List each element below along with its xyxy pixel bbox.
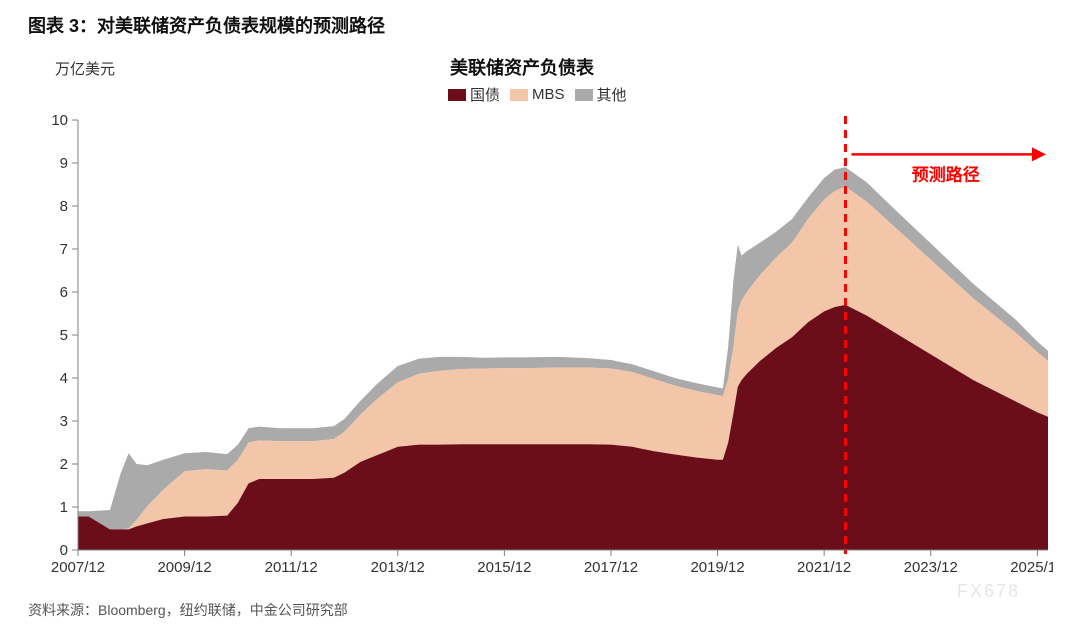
y-tick-label: 6 <box>60 284 68 301</box>
source-note: 资料来源：Bloomberg，纽约联储，中金公司研究部 <box>28 600 348 620</box>
legend-label-other: 其他 <box>597 84 627 105</box>
chart-svg: 0 1 2 3 4 5 6 7 8 9 10 2007/12 2009/12 2011/12 2013/12… <box>28 110 1053 582</box>
legend-label-mbs: MBS <box>532 86 565 103</box>
x-tick-label: 2017/12 <box>584 559 638 576</box>
x-tick-label: 2021/12 <box>797 559 851 576</box>
y-tick-label: 10 <box>51 112 68 129</box>
x-tick-label: 2011/12 <box>265 559 318 576</box>
y-tick-label: 0 <box>60 542 68 559</box>
y-tick-label: 5 <box>60 327 68 344</box>
x-tick-label: 2009/12 <box>157 559 211 576</box>
x-tick-label: 2015/12 <box>477 559 531 576</box>
watermark: FX678 <box>957 581 1020 602</box>
y-tick-label: 8 <box>60 198 68 215</box>
y-tick-label: 7 <box>60 241 68 258</box>
chart-title: 美联储资产负债表 <box>450 54 594 80</box>
y-tick-label: 1 <box>60 499 68 516</box>
legend-item-treasuries: 国债 <box>448 84 500 105</box>
x-tick-label: 2023/12 <box>904 559 958 576</box>
y-tick-label: 3 <box>60 413 68 430</box>
legend-label-treasuries: 国债 <box>470 84 500 105</box>
x-tick-label: 2019/12 <box>690 559 744 576</box>
swatch-other <box>575 89 593 101</box>
forecast-label: 预测路径 <box>912 164 980 184</box>
forecast-arrow-head <box>1032 147 1046 161</box>
x-tick-label: 2007/12 <box>51 559 105 576</box>
x-tick-label: 2025/12 <box>1010 559 1053 576</box>
legend-item-mbs: MBS <box>510 86 565 103</box>
x-tick-label: 2013/12 <box>371 559 425 576</box>
legend: 国债 MBS 其他 <box>448 84 627 105</box>
y-tick-label: 4 <box>60 370 68 387</box>
y-tick-label: 9 <box>60 155 68 172</box>
chart: 0 1 2 3 4 5 6 7 8 9 10 2007/12 2009/12 2011/12 2013/12… <box>28 110 1053 582</box>
figure-title: 图表 3：对美联储资产负债表规模的预测路径 <box>28 12 385 38</box>
y-axis-title: 万亿美元 <box>55 58 115 79</box>
legend-item-other: 其他 <box>575 84 627 105</box>
swatch-treasuries <box>448 89 466 101</box>
y-tick-label: 2 <box>60 456 68 473</box>
swatch-mbs <box>510 89 528 101</box>
